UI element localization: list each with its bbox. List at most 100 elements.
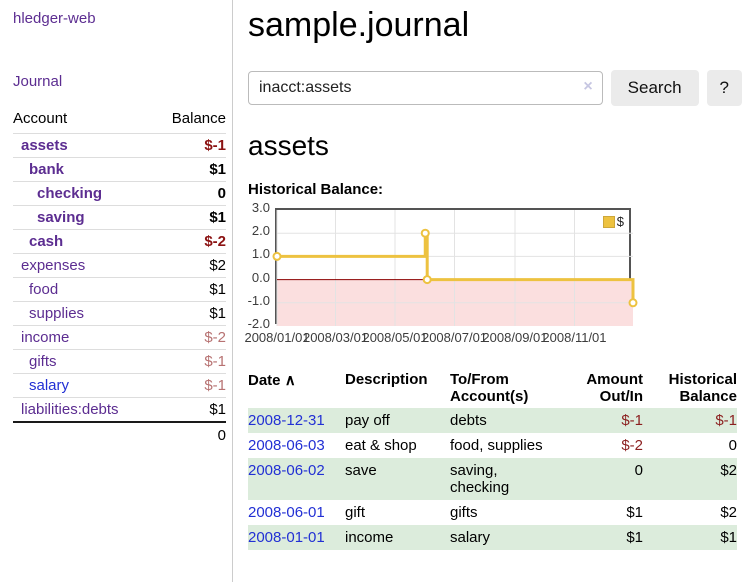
col-balance: Historical Balance — [668, 371, 737, 405]
transaction-description: save — [345, 462, 377, 479]
legend-swatch-icon — [602, 215, 615, 228]
y-tick-label: -2.0 — [247, 316, 270, 331]
account-link[interactable]: income — [21, 329, 70, 346]
transaction-date-link[interactable]: 2008-06-02 — [248, 462, 325, 479]
x-tick-label: 2008/03/01 — [302, 330, 369, 345]
accounts-total-spacer — [13, 421, 154, 448]
account-link[interactable]: cash — [29, 233, 64, 250]
transaction-date-link[interactable]: 2008-12-31 — [248, 412, 325, 429]
account-balance: $-1 — [153, 133, 226, 158]
y-tick-label: 1.0 — [251, 246, 270, 262]
account-link[interactable]: salary — [29, 377, 70, 394]
transaction-date-link[interactable]: 2008-06-03 — [248, 437, 325, 454]
search-box: × — [248, 71, 603, 105]
account-balance: $-1 — [153, 349, 226, 374]
account-row: gifts $-1 — [13, 349, 226, 374]
transaction-balance: 0 — [728, 437, 737, 454]
chart-legend: $ — [602, 214, 624, 229]
account-row: assets $-1 — [13, 133, 226, 158]
account-balance: $-1 — [153, 373, 226, 398]
transaction-row: 2008-12-31 pay off debts $-1 $-1 — [248, 408, 737, 433]
transaction-row: 2008-06-01 gift gifts $1 $2 — [248, 500, 737, 525]
y-tick-label: 3.0 — [251, 200, 270, 215]
transaction-description: income — [345, 529, 394, 546]
account-row: expenses $2 — [13, 253, 226, 278]
transaction-amount: $-2 — [621, 437, 643, 454]
transaction-accounts: food, supplies — [450, 437, 543, 454]
chart-data-point — [272, 251, 282, 261]
accounts-table: Account Balance assets $-1 bank $1 check… — [13, 106, 226, 448]
transaction-balance: $2 — [720, 462, 737, 479]
brand-link[interactable]: hledger-web — [13, 10, 96, 27]
x-tick-label: 2008/07/01 — [421, 330, 488, 345]
historical-balance-chart: $ 3.0 2.0 1.0 0.0 -1.0 -2.0 2008/01/01 2008/03/… — [244, 200, 742, 348]
x-tick-label: 2008/05/01 — [362, 330, 428, 345]
sidebar-item-journal[interactable]: Journal — [13, 73, 63, 90]
help-button[interactable]: ? — [706, 70, 742, 106]
transaction-amount: $1 — [626, 529, 643, 546]
transaction-date-link[interactable]: 2008-06-01 — [248, 504, 325, 521]
accounts-col-account: Account — [13, 110, 68, 127]
transactions-table: Date ∧ Description To/From Account(s) Am… — [248, 368, 737, 550]
transaction-description: gift — [345, 504, 366, 521]
transaction-accounts: debts — [450, 412, 487, 429]
transaction-balance: $1 — [720, 529, 737, 546]
account-row: supplies $1 — [13, 301, 226, 326]
account-link[interactable]: supplies — [29, 305, 85, 322]
y-tick-label: 2.0 — [251, 223, 270, 239]
sort-ascending-icon: ∧ — [284, 372, 296, 389]
account-balance: $-2 — [153, 325, 226, 350]
chart-data-point — [422, 275, 432, 285]
account-row: cash $-2 — [13, 229, 226, 254]
account-link[interactable]: expenses — [21, 257, 86, 274]
account-link[interactable]: bank — [29, 161, 65, 178]
account-balance: $1 — [153, 301, 226, 326]
account-link[interactable]: gifts — [29, 353, 57, 370]
account-link[interactable]: food — [29, 281, 59, 298]
transaction-accounts: gifts — [450, 504, 478, 521]
x-tick-label: 2008/01/01 — [244, 330, 310, 345]
transaction-row: 2008-06-03 eat & shop food, supplies $-2… — [248, 433, 737, 458]
col-amount: Amount Out/In — [586, 371, 643, 405]
transaction-balance: $2 — [720, 504, 737, 521]
transaction-description: pay off — [345, 412, 390, 429]
account-row: checking 0 — [13, 181, 226, 206]
transaction-date-link[interactable]: 2008-01-01 — [248, 529, 325, 546]
account-row: income $-2 — [13, 325, 226, 350]
transactions-table-body: 2008-12-31 pay off debts $-1 $-1 2008-06… — [248, 408, 737, 550]
transactions-header-row: Date ∧ Description To/From Account(s) Am… — [248, 368, 737, 408]
transaction-amount: $-1 — [621, 412, 643, 429]
account-link[interactable]: checking — [37, 185, 103, 202]
account-balance: $1 — [153, 277, 226, 302]
account-link[interactable]: assets — [21, 137, 68, 154]
account-row: liabilities:debts $1 — [13, 397, 226, 422]
x-tick-label: 2008/11/01 — [542, 330, 607, 345]
account-row: saving $1 — [13, 205, 226, 230]
transaction-row: 2008-06-02 save saving, checking 0 $2 — [248, 458, 737, 500]
account-balance: 0 — [153, 181, 226, 206]
col-accounts: To/From Account(s) — [450, 371, 529, 405]
legend-label: $ — [616, 214, 624, 229]
account-row: bank $1 — [13, 157, 226, 182]
clear-search-icon[interactable]: × — [583, 78, 593, 95]
transaction-balance: $-1 — [715, 412, 737, 429]
transaction-accounts: saving, checking — [450, 462, 510, 496]
account-link[interactable]: liabilities:debts — [21, 401, 119, 418]
account-row: food $1 — [13, 277, 226, 302]
accounts-total-value: 0 — [153, 421, 226, 448]
search-button[interactable]: Search — [610, 70, 699, 106]
accounts-table-body: assets $-1 bank $1 checking 0 saving $1 … — [13, 133, 226, 422]
chart-data-point — [628, 298, 638, 308]
account-balance: $1 — [153, 205, 226, 230]
sidebar: hledger-web Journal Account Balance asse… — [0, 0, 233, 582]
main-content: sample.journal × Search ? assets Histori… — [244, 0, 742, 550]
col-date[interactable]: Date ∧ — [248, 368, 345, 408]
chart-plot-area: $ — [272, 208, 638, 326]
transaction-description: eat & shop — [345, 437, 417, 454]
search-input[interactable] — [248, 71, 603, 105]
x-tick-label: 2008/09/01 — [482, 330, 548, 345]
account-link[interactable]: saving — [37, 209, 85, 226]
account-balance: $2 — [153, 253, 226, 278]
transaction-amount: $1 — [626, 504, 643, 521]
y-tick-label: 0.0 — [251, 269, 270, 285]
